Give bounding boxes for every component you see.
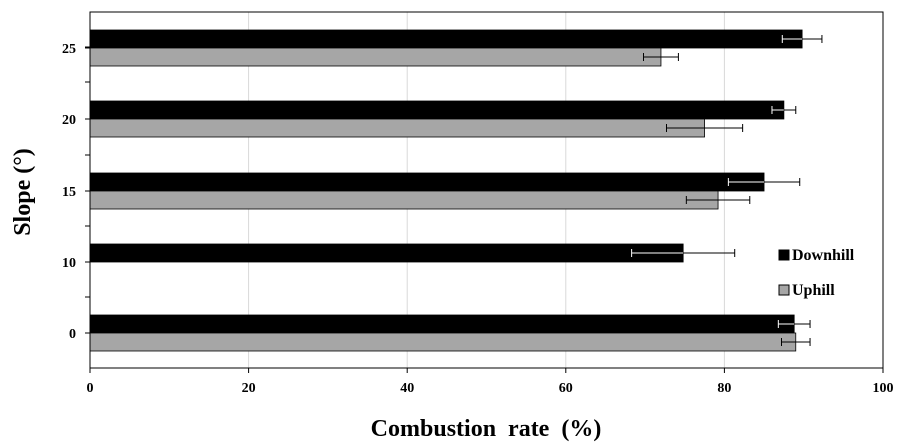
- error-bar-uphill-25: [643, 53, 679, 61]
- bar-downhill-15: [89, 172, 765, 192]
- y-tick-label: 25: [62, 42, 76, 57]
- legend-label-uphill: Uphill: [792, 282, 835, 299]
- x-tick-label: 100: [873, 381, 894, 396]
- bar-downhill-25: [89, 29, 803, 49]
- error-bar-uphill-15: [685, 196, 751, 204]
- error-bars: [631, 35, 823, 346]
- bars: [89, 29, 803, 352]
- x-axis-title: Combustion rate (%): [371, 416, 602, 442]
- y-tick-label: 10: [62, 256, 76, 271]
- bar-downhill-20: [89, 100, 785, 120]
- bar-uphill-20: [89, 118, 705, 138]
- y-axis-title: Slope (°): [10, 148, 36, 236]
- error-bar-downhill-20: [771, 106, 797, 114]
- error-bar-downhill-10: [631, 249, 736, 257]
- x-tick-label: 0: [87, 381, 94, 396]
- error-bar-downhill-0: [777, 320, 811, 328]
- x-axis: 0 20 40 60 80 100: [87, 368, 894, 396]
- legend-swatch-downhill: [778, 249, 790, 261]
- legend: Downhill Uphill: [778, 247, 855, 299]
- y-tick-label: 15: [62, 185, 76, 200]
- x-tick-label: 20: [242, 381, 256, 396]
- bar-uphill-15: [89, 190, 719, 210]
- bar-uphill-0: [89, 332, 797, 352]
- plot-frame: [89, 11, 884, 369]
- error-bar-uphill-0: [780, 338, 811, 346]
- error-bar-downhill-25: [781, 35, 823, 43]
- y-axis: 0 10 15 20 25: [62, 42, 90, 342]
- legend-label-downhill: Downhill: [792, 247, 855, 264]
- bar-downhill-0: [89, 314, 795, 334]
- error-bar-uphill-20: [666, 124, 744, 132]
- y-tick-label: 20: [62, 113, 76, 128]
- legend-swatch-uphill: [778, 284, 790, 296]
- bar-downhill-10: [89, 243, 684, 263]
- x-tick-label: 40: [400, 381, 414, 396]
- error-bar-downhill-15: [727, 178, 801, 186]
- x-tick-label: 80: [717, 381, 731, 396]
- x-tick-label: 60: [559, 381, 573, 396]
- y-tick-label: 0: [69, 327, 76, 342]
- bar-uphill-25: [89, 47, 662, 67]
